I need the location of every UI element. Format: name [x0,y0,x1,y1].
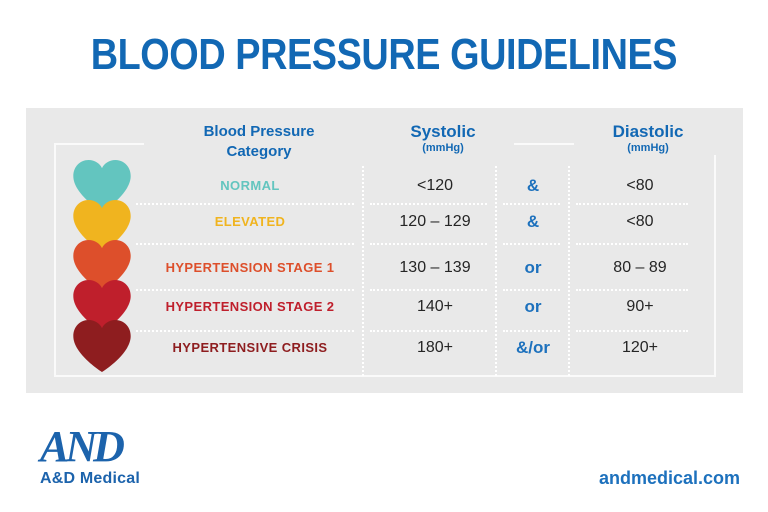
diastolic-value: 80 – 89 [613,259,667,276]
heart-icon [73,320,131,372]
row-separator [503,289,560,291]
column-header-systolic: Systolic (mmHg) [372,122,514,155]
category-label-crisis: HYPERTENSIVE CRISIS [172,340,328,355]
category-label-stage2: HYPERTENSION STAGE 2 [165,299,335,314]
heart-icon-crisis [73,320,131,372]
heart-icon-normal [73,160,131,212]
and-logo-icon: AND [40,422,125,471]
systolic-value: 180+ [416,339,454,356]
category-label-elevated: ELEVATED [214,214,286,229]
column-header-diastolic: Diastolic (mmHg) [574,122,722,155]
page-title-text: BLOOD PRESSURE GUIDELINES [90,30,678,79]
row-separator [370,243,487,245]
row-separator [576,243,688,245]
row-separator [136,330,354,332]
systolic-label: Systolic [410,122,476,141]
row-separator [503,203,560,205]
row-separator [503,243,560,245]
systolic-unit: (mmHg) [422,142,464,154]
website-url: andmedical.com [598,468,740,488]
column-header-category-line2: Category [226,143,292,160]
column-separator [495,166,497,376]
conjunction-label: or [524,297,542,316]
conjunction-label: or [524,258,542,277]
row-separator [576,330,688,332]
heart-icon [73,160,131,212]
column-separator [362,166,364,376]
column-header-category: Blood Pressure Category [144,122,374,162]
heart-icon [73,240,131,292]
systolic-value: 130 – 139 [399,259,471,276]
column-header-category-line1: Blood Pressure [203,123,315,140]
row-separator [576,203,688,205]
row-separator [370,203,487,205]
row-separator [136,243,354,245]
systolic-value: <120 [416,177,454,194]
guidelines-card: Blood Pressure Category Systolic (mmHg) … [26,108,743,393]
diastolic-value: <80 [626,177,654,194]
heart-icon [73,280,131,332]
systolic-value: 120 – 129 [399,213,471,230]
brand-logo: AND A&D Medical [40,422,140,488]
row-separator [136,289,354,291]
page-title: BLOOD PRESSURE GUIDELINES [0,30,768,80]
heart-icon-stage1 [73,240,131,292]
diastolic-label: Diastolic [612,122,684,141]
heart-icon-stage2 [73,280,131,332]
diastolic-value: 90+ [626,298,654,315]
row-separator [370,289,487,291]
conjunction-label: & [526,212,540,231]
conjunction-label: & [526,176,540,195]
row-separator [370,330,487,332]
conjunction-label: &/or [516,338,550,357]
brand-name: A&D Medical [40,470,140,487]
diastolic-value: 120+ [621,339,659,356]
row-separator [136,203,354,205]
diastolic-value: <80 [626,213,654,230]
column-separator [568,166,570,376]
heart-icon [73,200,131,252]
row-separator [503,330,560,332]
category-label-stage1: HYPERTENSION STAGE 1 [165,260,335,275]
category-label-normal: NORMAL [220,178,280,193]
heart-icon-elevated [73,200,131,252]
diastolic-unit: (mmHg) [627,142,669,154]
systolic-value: 140+ [416,298,454,315]
row-separator [576,289,688,291]
